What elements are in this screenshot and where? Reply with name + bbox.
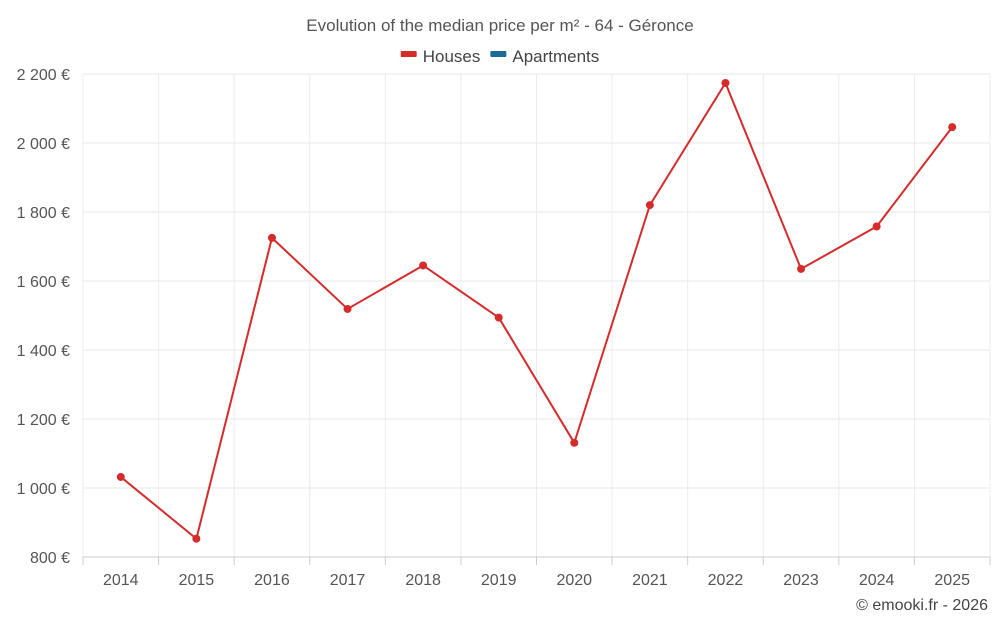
x-tick-label: 2023 [783, 572, 819, 589]
data-point[interactable]: 2016: 1725 [267, 233, 276, 242]
y-tick-label: 1 200 € [17, 412, 70, 429]
y-tick-label: 1 600 € [17, 274, 70, 291]
data-point[interactable]: 2024: 1758 [872, 222, 881, 231]
x-tick-label: 2020 [556, 572, 592, 589]
legend[interactable]: Houses Apartments [400, 47, 600, 66]
y-tick-label: 1 000 € [17, 481, 70, 498]
x-tick-label: 2016 [254, 572, 290, 589]
series-line-houses [119, 81, 954, 540]
data-point[interactable]: 2025: 2046 [948, 123, 957, 132]
data-point[interactable]: 2023: 1635 [797, 264, 806, 273]
chart-title: Evolution of the median price per m² - 6… [306, 16, 693, 35]
legend-item-houses[interactable]: Houses [400, 47, 481, 66]
x-tick-label: 2018 [405, 572, 441, 589]
x-tick-label: 2014 [103, 572, 139, 589]
x-tick-label: 2022 [708, 572, 744, 589]
x-tick-label: 2025 [934, 572, 970, 589]
data-point[interactable]: 2018: 1645 [419, 261, 428, 270]
legend-label: Houses [423, 47, 481, 66]
chart-credit: © emooki.fr - 2026 [856, 597, 988, 614]
grid [82, 73, 991, 557]
y-tick-label: 1 400 € [17, 343, 70, 360]
legend-item-apartments[interactable]: Apartments [490, 47, 599, 66]
data-point[interactable]: 2015: 853 [192, 534, 201, 543]
data-point[interactable]: 2022: 2174 [721, 78, 730, 87]
data-point[interactable]: 2014: 1032 [116, 472, 125, 481]
x-tick-label: 2015 [179, 572, 215, 589]
y-tick-label: 2 200 € [17, 67, 70, 84]
y-tick-label: 1 800 € [17, 205, 70, 222]
x-tick-label: 2024 [859, 572, 895, 589]
data-point[interactable]: 2020: 1131 [570, 438, 579, 447]
data-point[interactable]: 2019: 1494 [494, 313, 503, 322]
series-layer: 2014: 1032 2015: 853 2016: 1725 2017: 1519 2… [116, 78, 957, 543]
x-tick-label: 2021 [632, 572, 668, 589]
y-tick-label: 2 000 € [17, 136, 70, 153]
legend-label: Apartments [512, 47, 599, 66]
axes: 800 € 1 000 € 1 200 € 1 400 € 1 600 € 1 800 €… [17, 67, 991, 589]
y-tick-label: 800 € [30, 550, 70, 567]
legend-swatch [490, 51, 507, 57]
x-tick-label: 2019 [481, 572, 517, 589]
x-tick-label: 2017 [330, 572, 366, 589]
data-point[interactable]: 2017: 1519 [343, 304, 352, 313]
legend-swatch [400, 51, 417, 57]
